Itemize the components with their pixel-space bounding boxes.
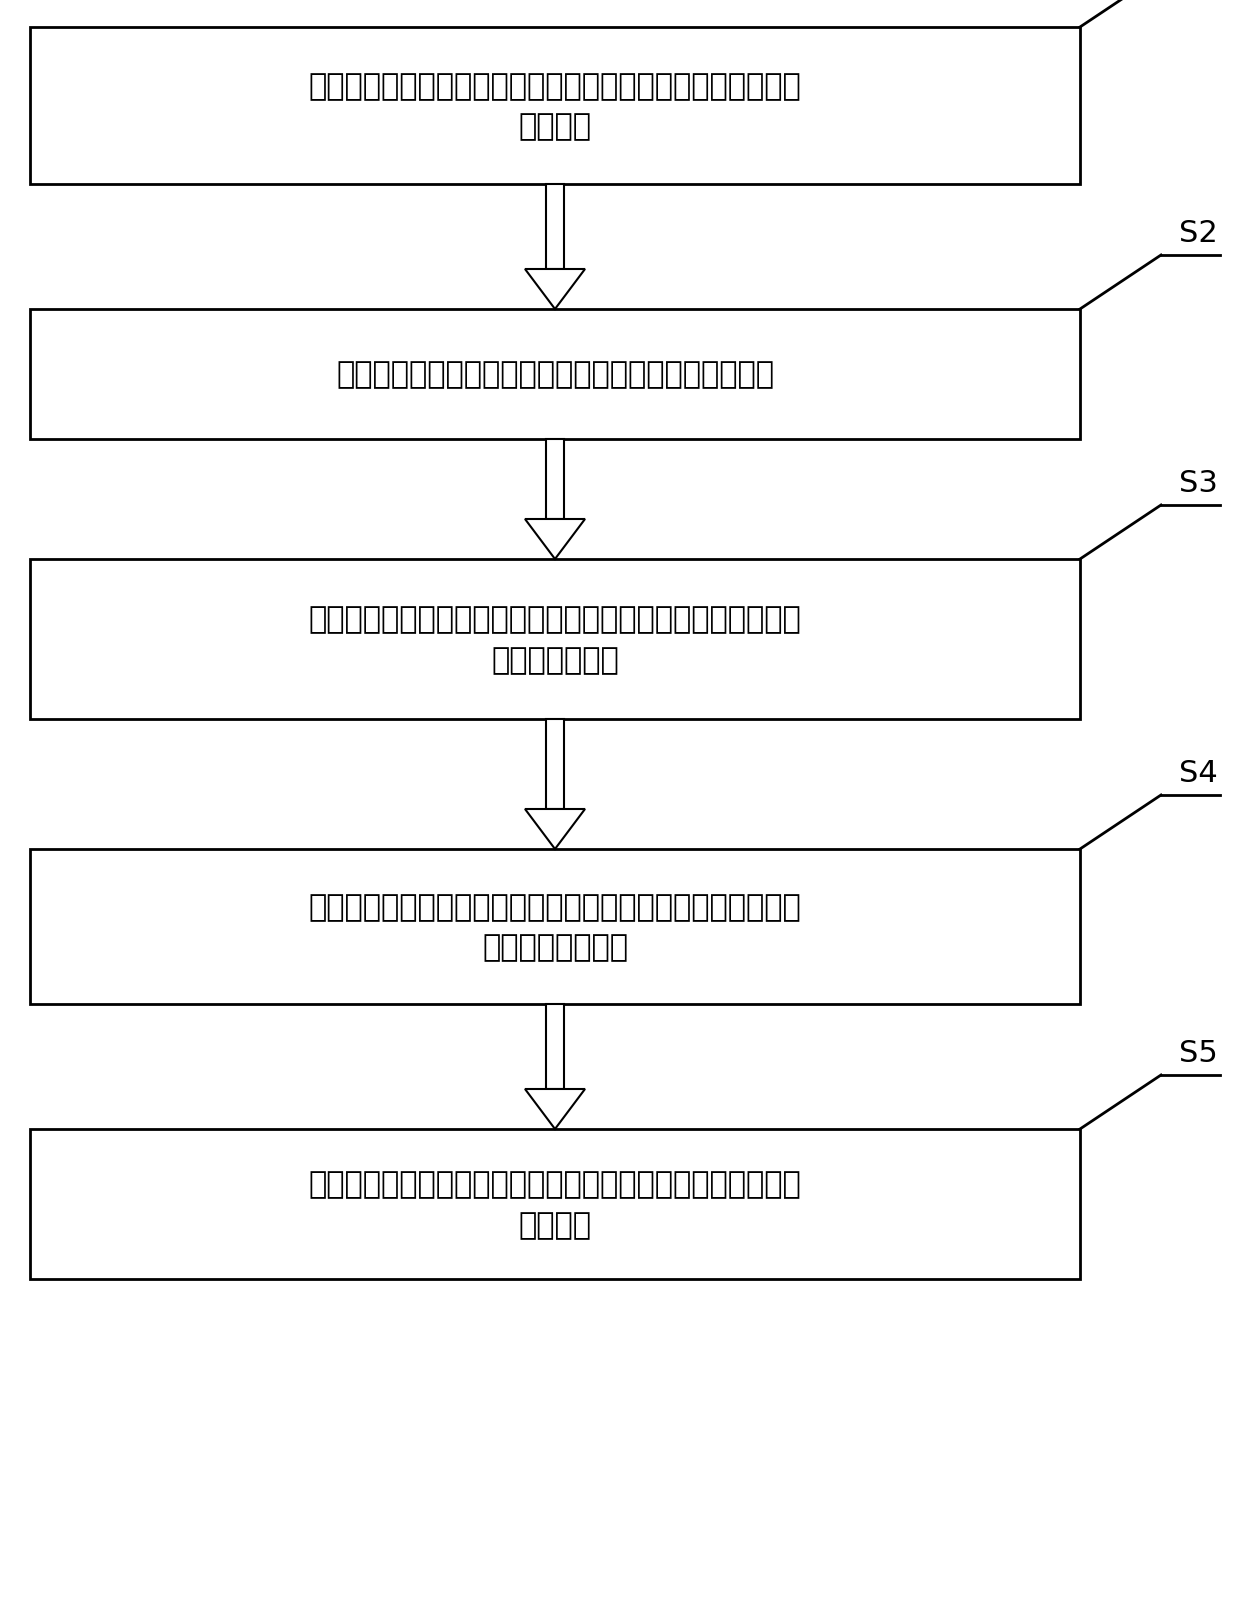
Bar bbox=[546, 185, 564, 270]
Polygon shape bbox=[525, 1090, 585, 1130]
Polygon shape bbox=[525, 810, 585, 850]
Bar bbox=[546, 1004, 564, 1090]
Text: 将交直流复合激励下方程中的各周期变量用复级数表示: 将交直流复合激励下方程中的各周期变量用复级数表示 bbox=[336, 360, 774, 389]
Text: S2: S2 bbox=[1179, 219, 1218, 247]
Bar bbox=[546, 720, 564, 810]
Bar bbox=[30, 850, 1080, 1004]
Polygon shape bbox=[525, 519, 585, 559]
Text: S4: S4 bbox=[1179, 759, 1218, 787]
Bar bbox=[546, 440, 564, 519]
Text: S5: S5 bbox=[1179, 1038, 1218, 1067]
Bar bbox=[30, 310, 1080, 440]
Text: S3: S3 bbox=[1179, 469, 1218, 498]
Polygon shape bbox=[525, 270, 585, 310]
Text: 基于有损媒质的全电流密度连续性方程，结合伽辽金法得到有
限元方程: 基于有损媒质的全电流密度连续性方程，结合伽辽金法得到有 限元方程 bbox=[309, 72, 801, 141]
Bar bbox=[30, 559, 1080, 720]
Text: 引入定点电导率，通过对矩阵进行行列变化，将迭代方程变换
为按谐波次数分布: 引入定点电导率，通过对矩阵进行行列变化，将迭代方程变换 为按谐波次数分布 bbox=[309, 892, 801, 961]
Text: 选取合适的定点电导率，结合收敛条件进行迭代求解，进而求
出电位值: 选取合适的定点电导率，结合收敛条件进行迭代求解，进而求 出电位值 bbox=[309, 1170, 801, 1239]
Bar bbox=[30, 27, 1080, 185]
Bar bbox=[30, 1130, 1080, 1279]
Text: 利用各次谐波系数相等得到单元矩阵方程，将所有单元相叠加
得系统矩阵方程: 利用各次谐波系数相等得到单元矩阵方程，将所有单元相叠加 得系统矩阵方程 bbox=[309, 604, 801, 675]
